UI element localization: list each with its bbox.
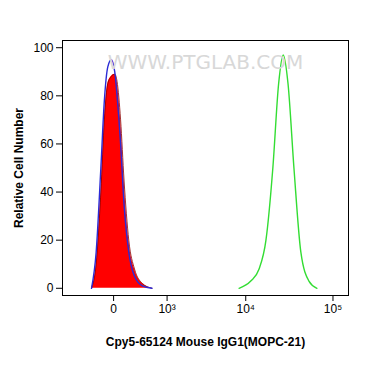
svg-text:80: 80: [40, 89, 54, 103]
svg-text:10⁵: 10⁵: [324, 302, 342, 316]
svg-text:Relative Cell Number: Relative Cell Number: [12, 108, 26, 228]
svg-text:10³: 10³: [158, 302, 175, 316]
svg-text:60: 60: [40, 137, 54, 151]
svg-text:40: 40: [40, 185, 54, 199]
svg-text:20: 20: [40, 233, 54, 247]
svg-text:Cpy5-65124 Mouse IgG1(MOPC-21): Cpy5-65124 Mouse IgG1(MOPC-21): [106, 335, 305, 349]
svg-text:100: 100: [33, 41, 53, 55]
svg-text:10⁴: 10⁴: [236, 302, 255, 316]
svg-text:0: 0: [47, 281, 54, 295]
svg-text:0: 0: [110, 302, 117, 316]
svg-text:WWW.PTGLAB.COM: WWW.PTGLAB.COM: [108, 50, 304, 74]
